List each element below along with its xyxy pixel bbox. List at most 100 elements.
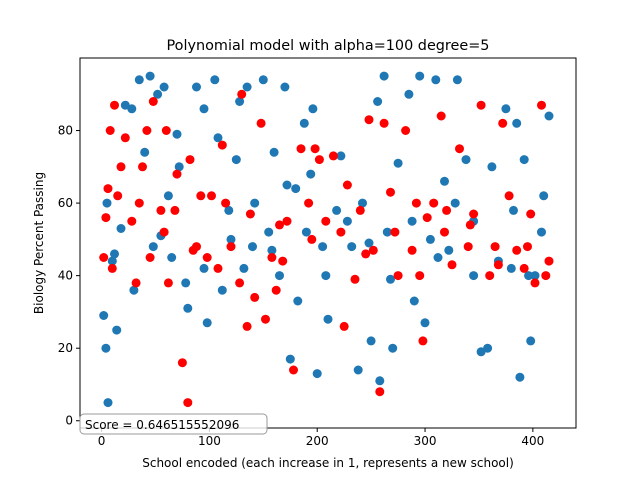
series-2-point bbox=[310, 144, 320, 154]
series-1-point bbox=[444, 245, 454, 255]
series-1-point bbox=[275, 271, 284, 281]
series-1-point bbox=[112, 325, 122, 335]
series-1-point bbox=[382, 227, 392, 237]
series-1-point bbox=[145, 71, 155, 81]
series-1-point bbox=[537, 227, 546, 237]
series-1-point bbox=[506, 263, 516, 273]
series-1-point bbox=[409, 296, 419, 306]
series-1-point bbox=[235, 97, 245, 106]
series-2-point bbox=[242, 321, 252, 331]
series-1-point bbox=[153, 89, 163, 99]
series-1-point bbox=[202, 318, 212, 328]
series-2-point bbox=[235, 278, 245, 288]
series-2-point bbox=[170, 205, 180, 215]
series-1-point bbox=[440, 176, 449, 186]
series-2-point bbox=[120, 133, 130, 143]
series-1-point bbox=[226, 234, 236, 244]
series-2-point bbox=[512, 245, 522, 255]
series-2-point bbox=[226, 242, 236, 252]
score-annotation-box bbox=[79, 413, 268, 435]
series-1-point bbox=[306, 169, 316, 179]
series-2-point bbox=[469, 209, 479, 219]
plot-frame bbox=[79, 57, 577, 429]
series-2-point bbox=[159, 227, 169, 237]
series-1-point bbox=[332, 205, 342, 215]
series-2-point bbox=[390, 227, 400, 237]
series-2-point bbox=[418, 336, 428, 346]
y-axis-label: Biology Percent Passing bbox=[32, 172, 46, 314]
series-1-point bbox=[140, 147, 150, 157]
series-1-point bbox=[366, 336, 376, 346]
series-2-point bbox=[442, 205, 452, 215]
series-2-point bbox=[156, 205, 166, 215]
series-2-point bbox=[519, 263, 529, 273]
series-1-point bbox=[267, 245, 277, 255]
series-2-point bbox=[145, 253, 155, 262]
chart-title: Polynomial model with alpha=100 degree=5 bbox=[167, 38, 490, 54]
series-1-point bbox=[461, 155, 471, 165]
series-1-point bbox=[469, 271, 479, 281]
series-2-point bbox=[526, 209, 536, 219]
series-2-point bbox=[541, 271, 551, 281]
series-1-point bbox=[404, 89, 414, 99]
series-2-point bbox=[537, 100, 546, 110]
series-2-point bbox=[304, 198, 314, 208]
series-1-point bbox=[539, 191, 549, 201]
series-1-point bbox=[415, 71, 425, 81]
series-2-point bbox=[296, 144, 306, 154]
series-1-point bbox=[318, 242, 328, 252]
series-1-point bbox=[116, 224, 126, 233]
series-2-point bbox=[361, 249, 371, 259]
y-tick-label: 80 bbox=[58, 124, 73, 138]
series-2-point bbox=[282, 216, 292, 226]
series-2-point bbox=[485, 271, 495, 281]
series-1-point bbox=[210, 75, 220, 85]
series-2-point bbox=[504, 191, 514, 201]
series-1-point bbox=[373, 97, 383, 106]
series-2-point bbox=[490, 242, 500, 252]
series-2-point bbox=[116, 162, 126, 172]
series-1-point bbox=[134, 75, 144, 85]
series-2-point bbox=[101, 213, 111, 223]
series-1-point bbox=[231, 155, 241, 165]
series-2-point bbox=[163, 278, 173, 288]
series-2-point bbox=[336, 227, 346, 237]
series-1-point bbox=[101, 343, 111, 353]
series-2-point bbox=[440, 227, 449, 237]
series-1-point bbox=[347, 242, 357, 252]
series-1-point bbox=[420, 318, 430, 328]
series-2-point bbox=[415, 271, 425, 281]
series-1-point bbox=[293, 296, 303, 306]
series-1-point bbox=[450, 198, 460, 208]
series-1-point bbox=[129, 285, 139, 295]
series-1-point bbox=[519, 155, 529, 165]
series-1-point bbox=[386, 274, 395, 284]
series-2-point bbox=[321, 216, 331, 226]
series-1-point bbox=[282, 180, 292, 190]
series-1-point bbox=[103, 398, 113, 408]
series-2-point bbox=[127, 216, 137, 226]
series-2-point bbox=[307, 234, 317, 244]
x-axis-label: School encoded (each increase in 1, repr… bbox=[142, 456, 514, 470]
series-2-point bbox=[131, 278, 141, 288]
series-2-point bbox=[275, 220, 284, 230]
series-1-point bbox=[269, 147, 279, 157]
series-1-point bbox=[407, 216, 417, 226]
series-2-point bbox=[364, 115, 374, 125]
series-2-point bbox=[185, 155, 195, 165]
series-2-point bbox=[134, 198, 144, 208]
series-2-point bbox=[523, 242, 532, 252]
series-2-point bbox=[99, 253, 109, 262]
series-1-point bbox=[199, 104, 209, 114]
series-1-point bbox=[524, 271, 534, 281]
series-1-point bbox=[342, 216, 352, 226]
series-2-point bbox=[177, 358, 187, 368]
series-1-point bbox=[248, 242, 257, 252]
series-1-point bbox=[159, 82, 169, 92]
series-1-point bbox=[127, 104, 137, 114]
series-2-point bbox=[386, 187, 395, 197]
series-2-point bbox=[196, 191, 206, 201]
series-1-point bbox=[264, 227, 274, 237]
data-points bbox=[99, 71, 554, 408]
series-2-point bbox=[498, 118, 508, 128]
